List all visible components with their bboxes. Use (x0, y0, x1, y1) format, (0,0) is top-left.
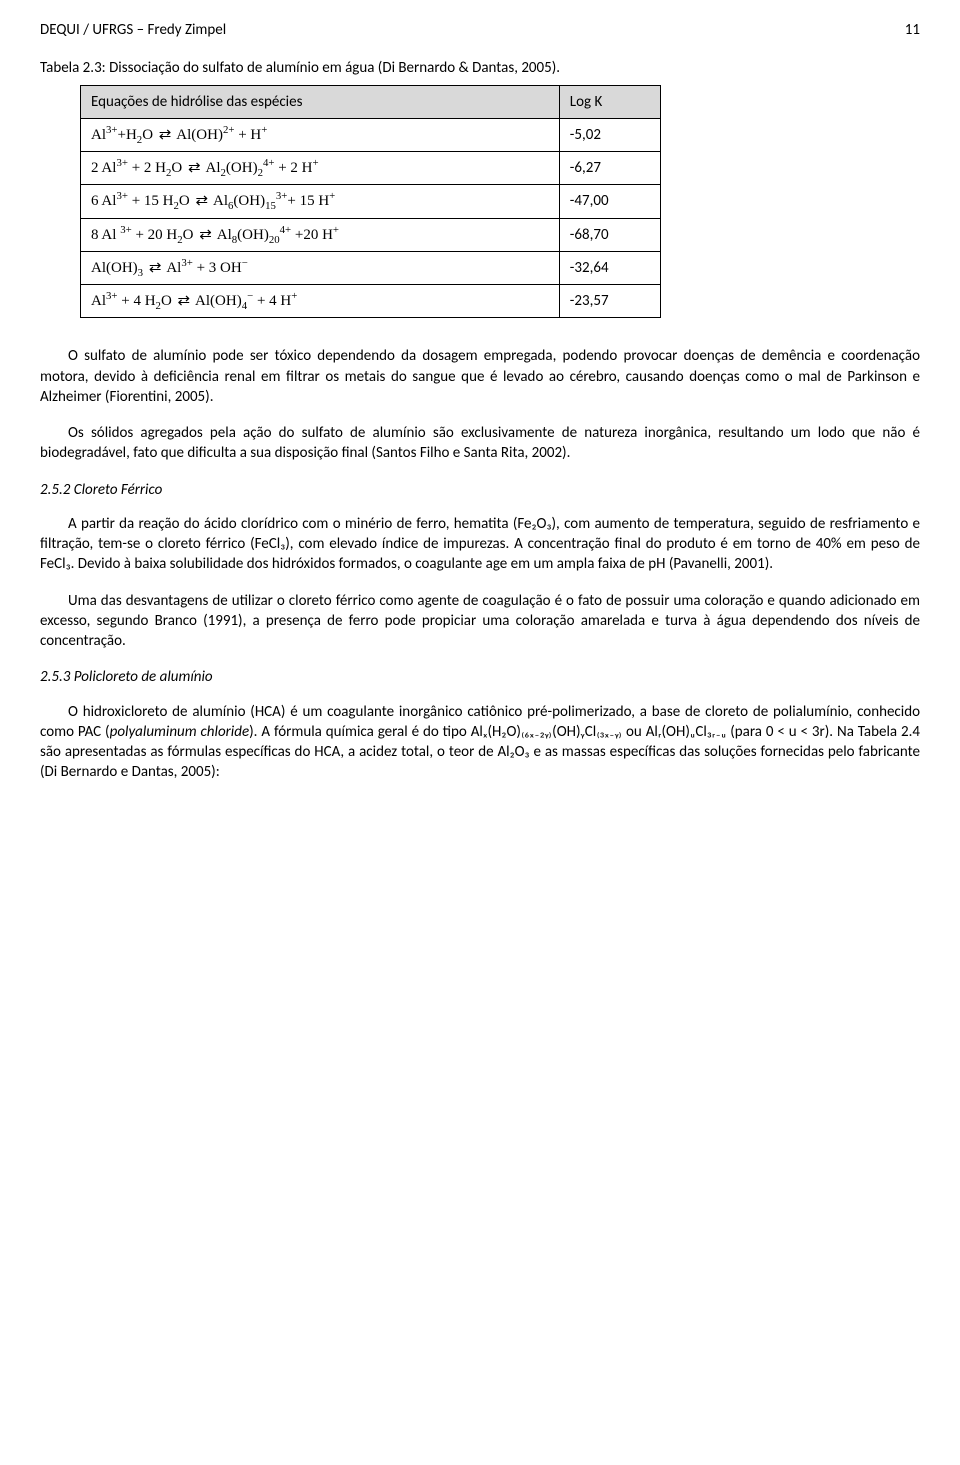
table-caption-text: Tabela 2.3: Dissociação do sulfato de al… (40, 59, 560, 77)
header-page-number: 11 (905, 20, 920, 40)
paragraph: A partir da reação do ácido clorídrico c… (40, 514, 920, 575)
col-header-equations: Equações de hidrólise das espécies (81, 85, 560, 118)
logk-cell: -5,02 (559, 118, 660, 151)
header-left: DEQUI / UFRGS – Fredy Zimpel (40, 20, 226, 40)
equation-cell: 2 Al3+ + 2 H2O ⇄ Al2(OH)24+ + 2 H+ (81, 152, 560, 185)
equation-cell: Al(OH)3 ⇄ Al3+ + 3 OH− (81, 251, 560, 284)
logk-cell: -32,64 (559, 251, 660, 284)
equation-cell: Al3++H2O ⇄ Al(OH)2+ + H+ (81, 118, 560, 151)
table-row: 6 Al3+ + 15 H2O ⇄ Al6(OH)153++ 15 H+ -47… (81, 185, 661, 218)
table-row: Al(OH)3 ⇄ Al3+ + 3 OH− -32,64 (81, 251, 661, 284)
dissociation-table: Equações de hidrólise das espécies Log K… (80, 85, 661, 319)
table-header-row: Equações de hidrólise das espécies Log K (81, 85, 661, 118)
equation-cell: 6 Al3+ + 15 H2O ⇄ Al6(OH)153++ 15 H+ (81, 185, 560, 218)
table-row: 8 Al 3+ + 20 H2O ⇄ Al8(OH)204+ +20 H+ -6… (81, 218, 661, 251)
section-heading-252: 2.5.2 Cloreto Férrico (40, 480, 920, 500)
paragraph: O sulfato de alumínio pode ser tóxico de… (40, 346, 920, 407)
table-row: 2 Al3+ + 2 H2O ⇄ Al2(OH)24+ + 2 H+ -6,27 (81, 152, 661, 185)
paragraph: O hidroxicloreto de alumínio (HCA) é um … (40, 702, 920, 783)
logk-cell: -6,27 (559, 152, 660, 185)
section-heading-253: 2.5.3 Policloreto de alumínio (40, 667, 920, 687)
page-header: DEQUI / UFRGS – Fredy Zimpel 11 (40, 20, 920, 40)
table-row: Al3+ + 4 H2O ⇄ Al(OH)4− + 4 H+ -23,57 (81, 285, 661, 318)
p5-italic: polyaluminum chloride (110, 723, 250, 741)
logk-cell: -23,57 (559, 285, 660, 318)
paragraph: Os sólidos agregados pela ação do sulfat… (40, 423, 920, 464)
logk-cell: -68,70 (559, 218, 660, 251)
equation-cell: Al3+ + 4 H2O ⇄ Al(OH)4− + 4 H+ (81, 285, 560, 318)
col-header-logk: Log K (559, 85, 660, 118)
table-caption: Tabela 2.3: Dissociação do sulfato de al… (40, 58, 920, 78)
table-row: Al3++H2O ⇄ Al(OH)2+ + H+ -5,02 (81, 118, 661, 151)
logk-cell: -47,00 (559, 185, 660, 218)
equation-cell: 8 Al 3+ + 20 H2O ⇄ Al8(OH)204+ +20 H+ (81, 218, 560, 251)
paragraph: Uma das desvantagens de utilizar o clore… (40, 591, 920, 652)
